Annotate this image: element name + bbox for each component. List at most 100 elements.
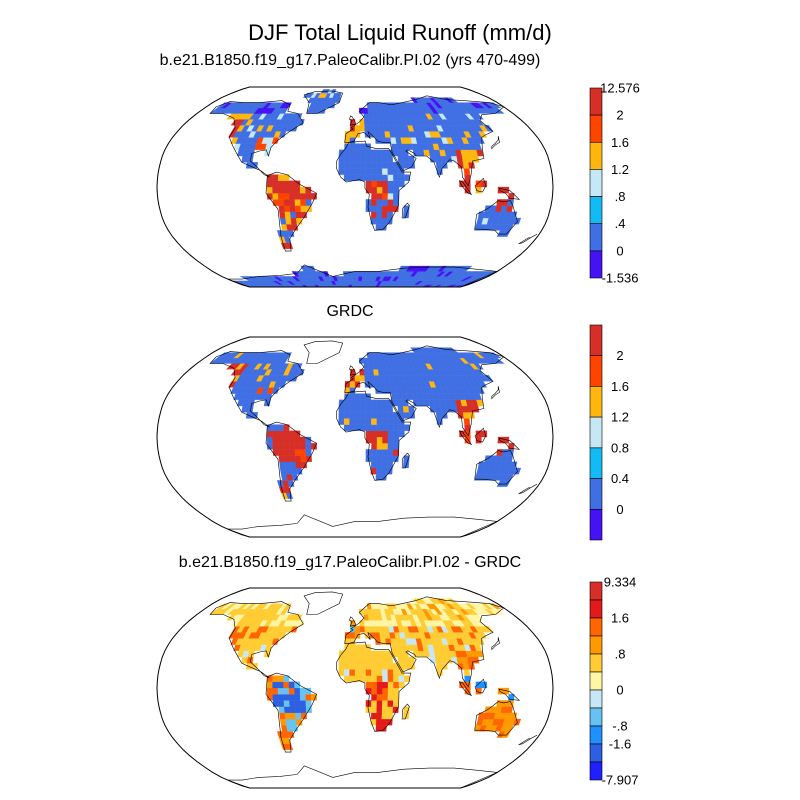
runoff-cell bbox=[338, 162, 345, 169]
runoff-cell bbox=[278, 700, 285, 707]
runoff-cell bbox=[371, 443, 378, 450]
colorbar-label: 1.6 bbox=[611, 379, 629, 394]
runoff-cell bbox=[279, 461, 286, 469]
runoff-cell bbox=[343, 424, 350, 431]
runoff-cell bbox=[382, 675, 389, 682]
runoff-cell bbox=[290, 712, 297, 720]
runoff-cell bbox=[371, 663, 377, 670]
runoff-cell bbox=[371, 455, 377, 462]
runoff-cell bbox=[277, 186, 284, 194]
runoff-cell bbox=[283, 424, 290, 431]
runoff-cell bbox=[354, 155, 361, 163]
coastline-south-america bbox=[265, 672, 317, 753]
runoff-cell bbox=[375, 387, 382, 394]
runoff-cell bbox=[387, 706, 394, 713]
coastline-borneo bbox=[474, 427, 487, 443]
runoff-cell bbox=[278, 205, 285, 212]
runoff-cell bbox=[360, 174, 367, 181]
runoff-cell bbox=[382, 681, 389, 689]
runoff-cell bbox=[294, 436, 301, 444]
runoff-cell bbox=[398, 424, 405, 431]
runoff-cell bbox=[440, 155, 447, 163]
colorbar-swatch bbox=[589, 447, 603, 479]
runoff-cell bbox=[376, 712, 383, 720]
runoff-cell bbox=[288, 681, 295, 689]
runoff-cell bbox=[382, 193, 389, 200]
coastline-britain bbox=[349, 616, 357, 627]
runoff-cell bbox=[387, 675, 394, 682]
runoff-cell bbox=[344, 656, 350, 664]
runoff-cell bbox=[299, 186, 306, 194]
runoff-cell bbox=[300, 700, 307, 707]
runoff-cell bbox=[501, 199, 509, 206]
runoff-cell bbox=[272, 443, 279, 450]
coastlines bbox=[209, 340, 538, 538]
runoff-cell bbox=[376, 418, 383, 425]
runoff-cell bbox=[290, 217, 298, 225]
coastline-south-america bbox=[265, 421, 317, 502]
runoff-cell bbox=[349, 418, 356, 425]
runoff-cell bbox=[391, 143, 398, 150]
runoff-cell bbox=[364, 125, 370, 132]
runoff-cell bbox=[375, 149, 382, 157]
runoff-cell bbox=[359, 620, 365, 627]
colorbar-label: -7.907 bbox=[602, 773, 639, 788]
colorbar-swatch bbox=[589, 653, 603, 673]
runoff-cell bbox=[350, 620, 356, 627]
runoff-cell bbox=[343, 174, 350, 181]
runoff-cell bbox=[343, 663, 350, 670]
runoff-cell bbox=[266, 687, 273, 695]
colorbar-label: 0 bbox=[616, 683, 623, 698]
runoff-cell bbox=[272, 430, 279, 438]
runoff-cell bbox=[283, 443, 290, 450]
runoff-cell bbox=[381, 205, 388, 212]
runoff-cell bbox=[371, 436, 378, 444]
runoff-cell bbox=[374, 131, 381, 138]
runoff-cell bbox=[370, 405, 377, 413]
runoff-cell bbox=[272, 687, 279, 695]
runoff-cell bbox=[364, 626, 370, 633]
runoff-cell bbox=[354, 271, 360, 277]
runoff-cell bbox=[369, 375, 375, 382]
colorbar-label: 12.576 bbox=[600, 81, 640, 96]
runoff-cell bbox=[359, 125, 366, 132]
runoff-cell bbox=[387, 205, 394, 212]
runoff-cell bbox=[283, 449, 290, 456]
runoff-cell bbox=[370, 656, 377, 664]
runoff-cell bbox=[379, 131, 386, 138]
runoff-cell bbox=[381, 650, 388, 658]
runoff-cell bbox=[393, 675, 400, 682]
runoff-cell bbox=[289, 205, 296, 212]
runoff-cell bbox=[283, 352, 293, 359]
runoff-cell bbox=[393, 174, 400, 181]
runoff-cell bbox=[338, 656, 345, 664]
coastline-eurasia bbox=[344, 95, 505, 187]
runoff-cell bbox=[360, 393, 366, 400]
colorbar-label: 0.8 bbox=[611, 440, 629, 455]
runoff-cell bbox=[295, 461, 302, 469]
runoff-cell bbox=[368, 369, 375, 376]
coastline-africa bbox=[336, 641, 412, 732]
colorbar-swatch bbox=[589, 671, 603, 691]
runoff-cell bbox=[279, 211, 286, 219]
runoff-cell bbox=[299, 694, 306, 701]
runoff-cell bbox=[360, 168, 367, 175]
runoff-cell bbox=[497, 186, 504, 194]
runoff-cell bbox=[295, 113, 303, 120]
runoff-cell bbox=[338, 412, 345, 419]
coastline-japan bbox=[491, 637, 500, 651]
runoff-cell bbox=[299, 436, 306, 444]
runoff-cell bbox=[344, 149, 350, 157]
runoff-cell bbox=[283, 675, 290, 682]
runoff-cell bbox=[297, 119, 305, 126]
runoff-cell bbox=[370, 149, 377, 157]
runoff-cell bbox=[371, 412, 377, 419]
runoff-cell bbox=[360, 162, 367, 169]
colorbar-label: -1.536 bbox=[602, 271, 639, 286]
runoff-cell bbox=[497, 436, 504, 444]
runoff-cell bbox=[387, 174, 394, 181]
runoff-cell bbox=[272, 186, 279, 194]
runoff-cell bbox=[369, 125, 375, 132]
runoff-cell bbox=[354, 405, 361, 413]
runoff-cell bbox=[349, 149, 356, 157]
